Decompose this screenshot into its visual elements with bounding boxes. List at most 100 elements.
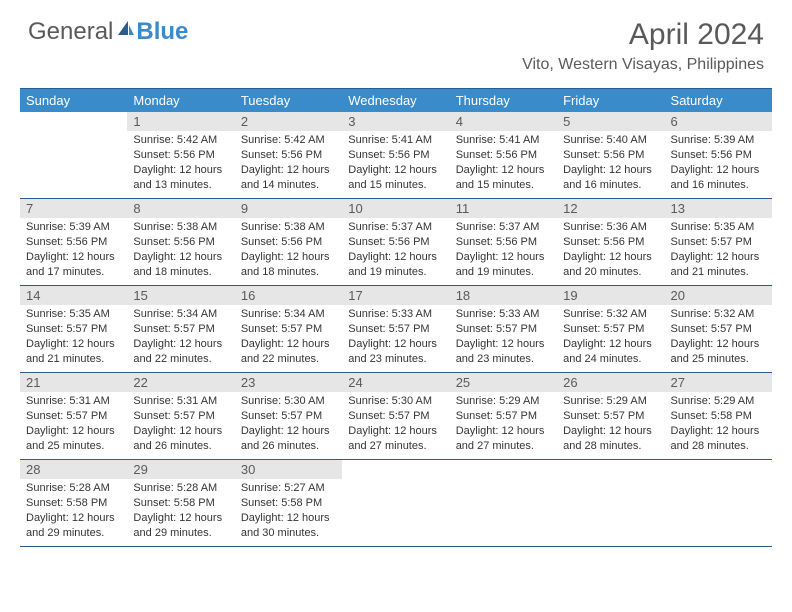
- sunset-text: Sunset: 5:56 PM: [26, 235, 121, 250]
- day-cell: 19Sunrise: 5:32 AMSunset: 5:57 PMDayligh…: [557, 286, 664, 372]
- day-cell: 4Sunrise: 5:41 AMSunset: 5:56 PMDaylight…: [450, 112, 557, 198]
- day-number: 16: [235, 286, 342, 305]
- sunrise-text: Sunrise: 5:31 AM: [26, 394, 121, 409]
- sunset-text: Sunset: 5:57 PM: [241, 322, 336, 337]
- day-cell: 1Sunrise: 5:42 AMSunset: 5:56 PMDaylight…: [127, 112, 234, 198]
- daylight-line2: and 25 minutes.: [671, 352, 766, 367]
- daylight-line2: and 17 minutes.: [26, 265, 121, 280]
- sunset-text: Sunset: 5:57 PM: [671, 322, 766, 337]
- day-cell: 15Sunrise: 5:34 AMSunset: 5:57 PMDayligh…: [127, 286, 234, 372]
- sunrise-text: Sunrise: 5:29 AM: [671, 394, 766, 409]
- day-cell: 13Sunrise: 5:35 AMSunset: 5:57 PMDayligh…: [665, 199, 772, 285]
- day-body: Sunrise: 5:36 AMSunset: 5:56 PMDaylight:…: [557, 218, 664, 283]
- day-body: Sunrise: 5:42 AMSunset: 5:56 PMDaylight:…: [235, 131, 342, 196]
- day-cell: 20Sunrise: 5:32 AMSunset: 5:57 PMDayligh…: [665, 286, 772, 372]
- empty-day-cell: [450, 460, 557, 546]
- day-body: Sunrise: 5:40 AMSunset: 5:56 PMDaylight:…: [557, 131, 664, 196]
- empty-day-cell: [665, 460, 772, 546]
- sunset-text: Sunset: 5:57 PM: [26, 322, 121, 337]
- day-body: Sunrise: 5:28 AMSunset: 5:58 PMDaylight:…: [20, 479, 127, 544]
- weekday-header: Monday: [127, 89, 234, 112]
- sunrise-text: Sunrise: 5:36 AM: [563, 220, 658, 235]
- sunrise-text: Sunrise: 5:28 AM: [133, 481, 228, 496]
- daylight-line2: and 19 minutes.: [348, 265, 443, 280]
- day-cell: 16Sunrise: 5:34 AMSunset: 5:57 PMDayligh…: [235, 286, 342, 372]
- location-text: Vito, Western Visayas, Philippines: [522, 56, 764, 74]
- day-cell: 22Sunrise: 5:31 AMSunset: 5:57 PMDayligh…: [127, 373, 234, 459]
- sunset-text: Sunset: 5:56 PM: [456, 148, 551, 163]
- sunrise-text: Sunrise: 5:32 AM: [563, 307, 658, 322]
- daylight-line1: Daylight: 12 hours: [241, 250, 336, 265]
- daylight-line2: and 29 minutes.: [26, 526, 121, 541]
- day-number: 23: [235, 373, 342, 392]
- sunrise-text: Sunrise: 5:33 AM: [348, 307, 443, 322]
- day-number: 15: [127, 286, 234, 305]
- daylight-line2: and 16 minutes.: [563, 178, 658, 193]
- daylight-line1: Daylight: 12 hours: [348, 424, 443, 439]
- day-number: 13: [665, 199, 772, 218]
- day-number: 5: [557, 112, 664, 131]
- week-row: 1Sunrise: 5:42 AMSunset: 5:56 PMDaylight…: [20, 112, 772, 199]
- sunset-text: Sunset: 5:57 PM: [348, 322, 443, 337]
- sunset-text: Sunset: 5:56 PM: [348, 148, 443, 163]
- day-number: 21: [20, 373, 127, 392]
- sunset-text: Sunset: 5:57 PM: [133, 409, 228, 424]
- sunrise-text: Sunrise: 5:40 AM: [563, 133, 658, 148]
- day-body: Sunrise: 5:38 AMSunset: 5:56 PMDaylight:…: [127, 218, 234, 283]
- daylight-line2: and 22 minutes.: [133, 352, 228, 367]
- day-number: 26: [557, 373, 664, 392]
- day-body: Sunrise: 5:39 AMSunset: 5:56 PMDaylight:…: [665, 131, 772, 196]
- day-body: Sunrise: 5:28 AMSunset: 5:58 PMDaylight:…: [127, 479, 234, 544]
- week-row: 14Sunrise: 5:35 AMSunset: 5:57 PMDayligh…: [20, 286, 772, 373]
- sunset-text: Sunset: 5:58 PM: [26, 496, 121, 511]
- daylight-line2: and 26 minutes.: [241, 439, 336, 454]
- day-body: Sunrise: 5:29 AMSunset: 5:57 PMDaylight:…: [450, 392, 557, 457]
- sunrise-text: Sunrise: 5:31 AM: [133, 394, 228, 409]
- day-body: Sunrise: 5:39 AMSunset: 5:56 PMDaylight:…: [20, 218, 127, 283]
- day-body: Sunrise: 5:38 AMSunset: 5:56 PMDaylight:…: [235, 218, 342, 283]
- logo-sail-icon: [116, 16, 136, 44]
- day-number: 4: [450, 112, 557, 131]
- day-cell: 10Sunrise: 5:37 AMSunset: 5:56 PMDayligh…: [342, 199, 449, 285]
- daylight-line2: and 25 minutes.: [26, 439, 121, 454]
- daylight-line1: Daylight: 12 hours: [133, 424, 228, 439]
- daylight-line1: Daylight: 12 hours: [133, 250, 228, 265]
- day-number: 27: [665, 373, 772, 392]
- daylight-line2: and 28 minutes.: [671, 439, 766, 454]
- sunrise-text: Sunrise: 5:27 AM: [241, 481, 336, 496]
- daylight-line1: Daylight: 12 hours: [563, 163, 658, 178]
- sunset-text: Sunset: 5:56 PM: [348, 235, 443, 250]
- sunrise-text: Sunrise: 5:29 AM: [456, 394, 551, 409]
- daylight-line2: and 24 minutes.: [563, 352, 658, 367]
- daylight-line2: and 22 minutes.: [241, 352, 336, 367]
- sunrise-text: Sunrise: 5:34 AM: [241, 307, 336, 322]
- day-number: 11: [450, 199, 557, 218]
- day-body: Sunrise: 5:37 AMSunset: 5:56 PMDaylight:…: [342, 218, 449, 283]
- page-header: General Blue April 2024 Vito, Western Vi…: [0, 0, 792, 82]
- day-cell: 30Sunrise: 5:27 AMSunset: 5:58 PMDayligh…: [235, 460, 342, 546]
- daylight-line2: and 19 minutes.: [456, 265, 551, 280]
- daylight-line1: Daylight: 12 hours: [456, 337, 551, 352]
- daylight-line1: Daylight: 12 hours: [133, 511, 228, 526]
- sunset-text: Sunset: 5:57 PM: [671, 235, 766, 250]
- month-title: April 2024: [522, 18, 764, 52]
- sunrise-text: Sunrise: 5:41 AM: [348, 133, 443, 148]
- daylight-line1: Daylight: 12 hours: [241, 511, 336, 526]
- daylight-line2: and 30 minutes.: [241, 526, 336, 541]
- day-cell: 5Sunrise: 5:40 AMSunset: 5:56 PMDaylight…: [557, 112, 664, 198]
- sunrise-text: Sunrise: 5:34 AM: [133, 307, 228, 322]
- calendar: SundayMondayTuesdayWednesdayThursdayFrid…: [20, 88, 772, 547]
- day-cell: 21Sunrise: 5:31 AMSunset: 5:57 PMDayligh…: [20, 373, 127, 459]
- day-number: 14: [20, 286, 127, 305]
- daylight-line2: and 21 minutes.: [26, 352, 121, 367]
- day-number: 30: [235, 460, 342, 479]
- sunrise-text: Sunrise: 5:38 AM: [241, 220, 336, 235]
- day-cell: 6Sunrise: 5:39 AMSunset: 5:56 PMDaylight…: [665, 112, 772, 198]
- daylight-line1: Daylight: 12 hours: [563, 250, 658, 265]
- sunrise-text: Sunrise: 5:35 AM: [26, 307, 121, 322]
- daylight-line1: Daylight: 12 hours: [133, 337, 228, 352]
- daylight-line2: and 18 minutes.: [133, 265, 228, 280]
- daylight-line1: Daylight: 12 hours: [26, 250, 121, 265]
- weekday-header-row: SundayMondayTuesdayWednesdayThursdayFrid…: [20, 89, 772, 112]
- week-row: 21Sunrise: 5:31 AMSunset: 5:57 PMDayligh…: [20, 373, 772, 460]
